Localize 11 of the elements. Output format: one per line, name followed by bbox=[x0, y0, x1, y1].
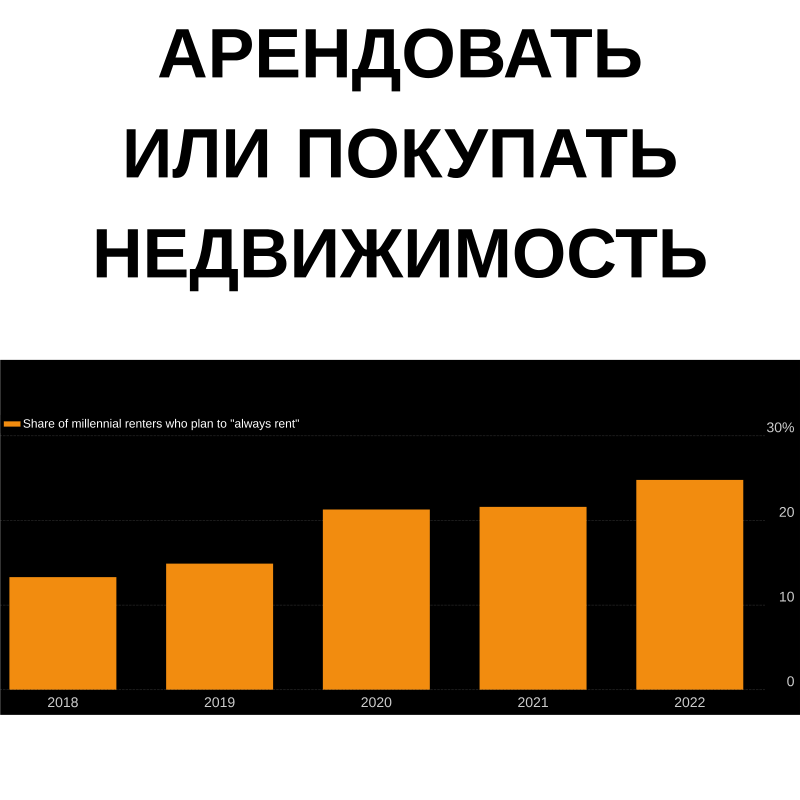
x-tick-label: 2019 bbox=[204, 697, 235, 708]
x-tick-label: 2018 bbox=[48, 697, 78, 708]
y-tick-label: 10 bbox=[780, 592, 794, 602]
chart-title: АРЕНДОВАТЬ ИЛИ ПОКУПАТЬ НЕДВИЖИМОСТЬ bbox=[96, 28, 706, 292]
y-tick-label: 0 bbox=[787, 676, 794, 686]
x-tick-label: 2021 bbox=[518, 697, 548, 708]
y-tick-label: 30% bbox=[767, 422, 794, 432]
x-tick-label: 2022 bbox=[674, 697, 705, 708]
x-tick-label: 2020 bbox=[361, 697, 392, 708]
legend-label: Share of millennial renters who plan to "always rent" bbox=[23, 418, 299, 430]
y-tick-label: 20 bbox=[780, 507, 794, 518]
